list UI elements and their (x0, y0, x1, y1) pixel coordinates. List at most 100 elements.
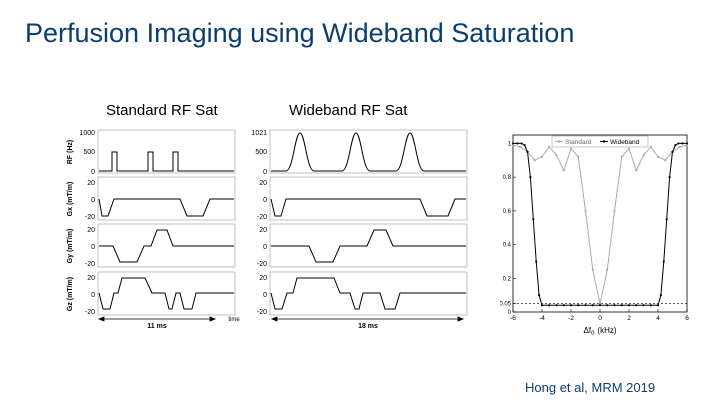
wideband-series-points (511, 142, 689, 307)
x-tick-label: -2 (568, 315, 574, 322)
wideband-point (516, 142, 519, 145)
x-axis-label: Δf0 (kHz) (583, 326, 616, 337)
std-gz-tick: 20 (87, 275, 95, 282)
x-tick-label: 0 (598, 315, 602, 322)
legend-standard-marker (557, 140, 561, 143)
standard-point (519, 145, 522, 148)
legend-wideband-label: Wideband (610, 139, 640, 146)
wb-gy-tick: 0 (263, 244, 267, 251)
std-gx-panel (97, 176, 236, 221)
wideband-point (627, 304, 631, 307)
wideband-point (532, 218, 535, 221)
wideband-point (681, 142, 684, 145)
wb-gy-waveform (271, 229, 466, 263)
std-gz-tick: 0 (91, 292, 95, 299)
standard-point (642, 154, 645, 157)
wb-gy-tick: 20 (259, 227, 267, 234)
wideband-point (613, 304, 616, 307)
std-rf-waveform (99, 151, 234, 172)
standard-point (656, 155, 660, 159)
wideband-series-line (513, 142, 687, 306)
gy-axis-label: Gy (mT/m) (67, 229, 74, 264)
wideband-point (674, 144, 677, 147)
std-duration-label: 11 ms (147, 323, 167, 330)
chart-legend: Standard Wideband (551, 135, 649, 148)
wideband-point (540, 304, 544, 307)
standard-point (533, 159, 536, 162)
wideband-point (659, 294, 662, 297)
y-tick-label: 0.4 (503, 243, 512, 249)
wb-gx-tick: 0 (263, 197, 267, 204)
std-gx-tick: 20 (87, 180, 95, 187)
wideband-point (668, 176, 671, 179)
standard-point (591, 268, 594, 271)
standard-point (649, 145, 652, 148)
y-tick-label: 0.8 (503, 175, 512, 181)
wideband-point (642, 304, 645, 307)
std-duration-arrowhead-right (209, 316, 217, 322)
standard-point (511, 144, 515, 147)
wideband-point (677, 142, 680, 145)
wideband-point (665, 218, 668, 221)
wideband-point (635, 304, 638, 307)
std-gz-tick: -20 (85, 309, 95, 316)
y-tick-label: 1 (508, 141, 512, 147)
gx-axis-label: Gx (mT/m) (67, 182, 74, 217)
chart-plot-frame (512, 134, 688, 313)
wideband-point (526, 150, 529, 153)
standard-point (540, 155, 544, 159)
y-tick-label: 0.05 (500, 302, 512, 308)
wb-gy-panel (269, 223, 468, 268)
std-gy-tick: 0 (91, 244, 95, 251)
std-time-label: time (228, 317, 240, 323)
standard-point (685, 144, 689, 147)
wideband-point (529, 176, 532, 179)
wb-gy-tick: -20 (257, 261, 267, 268)
standard-point (664, 159, 667, 162)
x-tick-label: -6 (510, 315, 516, 322)
standard-point (678, 145, 681, 148)
std-gy-panel (97, 223, 236, 268)
standard-point (620, 155, 623, 159)
x-tick-label: -4 (539, 315, 545, 322)
wideband-point (535, 260, 538, 263)
standard-point (598, 302, 602, 305)
x-tick-label: 4 (656, 315, 660, 322)
wideband-point (671, 150, 674, 153)
std-gx-waveform (98, 198, 234, 217)
std-gx-tick: -20 (85, 214, 95, 221)
wb-rf-waveform (271, 132, 466, 172)
wb-gz-tick: 0 (263, 292, 267, 299)
wb-rf-tick: 500 (255, 149, 267, 156)
wb-gz-panel (269, 271, 468, 316)
std-gy-tick: -20 (85, 261, 95, 268)
citation: Hong et al, MRM 2019 (525, 380, 656, 395)
std-rf-panel (97, 129, 236, 174)
std-rf-tick: 500 (83, 149, 95, 156)
legend-wideband-marker (602, 140, 606, 143)
x-axis-label-symbol: Δf (583, 326, 591, 335)
standard-point (584, 209, 587, 212)
wideband-point (620, 304, 623, 307)
std-duration-arrowhead-left (97, 316, 105, 322)
x-tick-label: 2 (627, 315, 631, 322)
gz-axis-label: Gz (mT/m) (67, 277, 74, 311)
y-tick-label: 0.6 (503, 209, 512, 215)
wideband-point (598, 304, 602, 307)
wb-gx-tick: 20 (259, 180, 267, 187)
standard-point (627, 147, 631, 150)
wideband-point (591, 304, 594, 307)
standard-point (613, 209, 616, 212)
x-axis-label-unit: (kHz) (597, 326, 616, 335)
wb-rf-tick: 1021 (251, 130, 267, 137)
wideband-point (662, 260, 665, 263)
standard-point (555, 154, 558, 157)
wideband-point (511, 142, 515, 145)
y-ticks: 0 0.05 0.2 0.4 0.6 0.8 1 (500, 141, 516, 316)
wideband-point (520, 142, 523, 145)
standard-point (548, 145, 551, 148)
std-rf-tick: 0 (91, 169, 95, 176)
standard-point (569, 147, 573, 150)
wideband-point (555, 304, 558, 307)
wb-gz-tick: 20 (259, 275, 267, 282)
